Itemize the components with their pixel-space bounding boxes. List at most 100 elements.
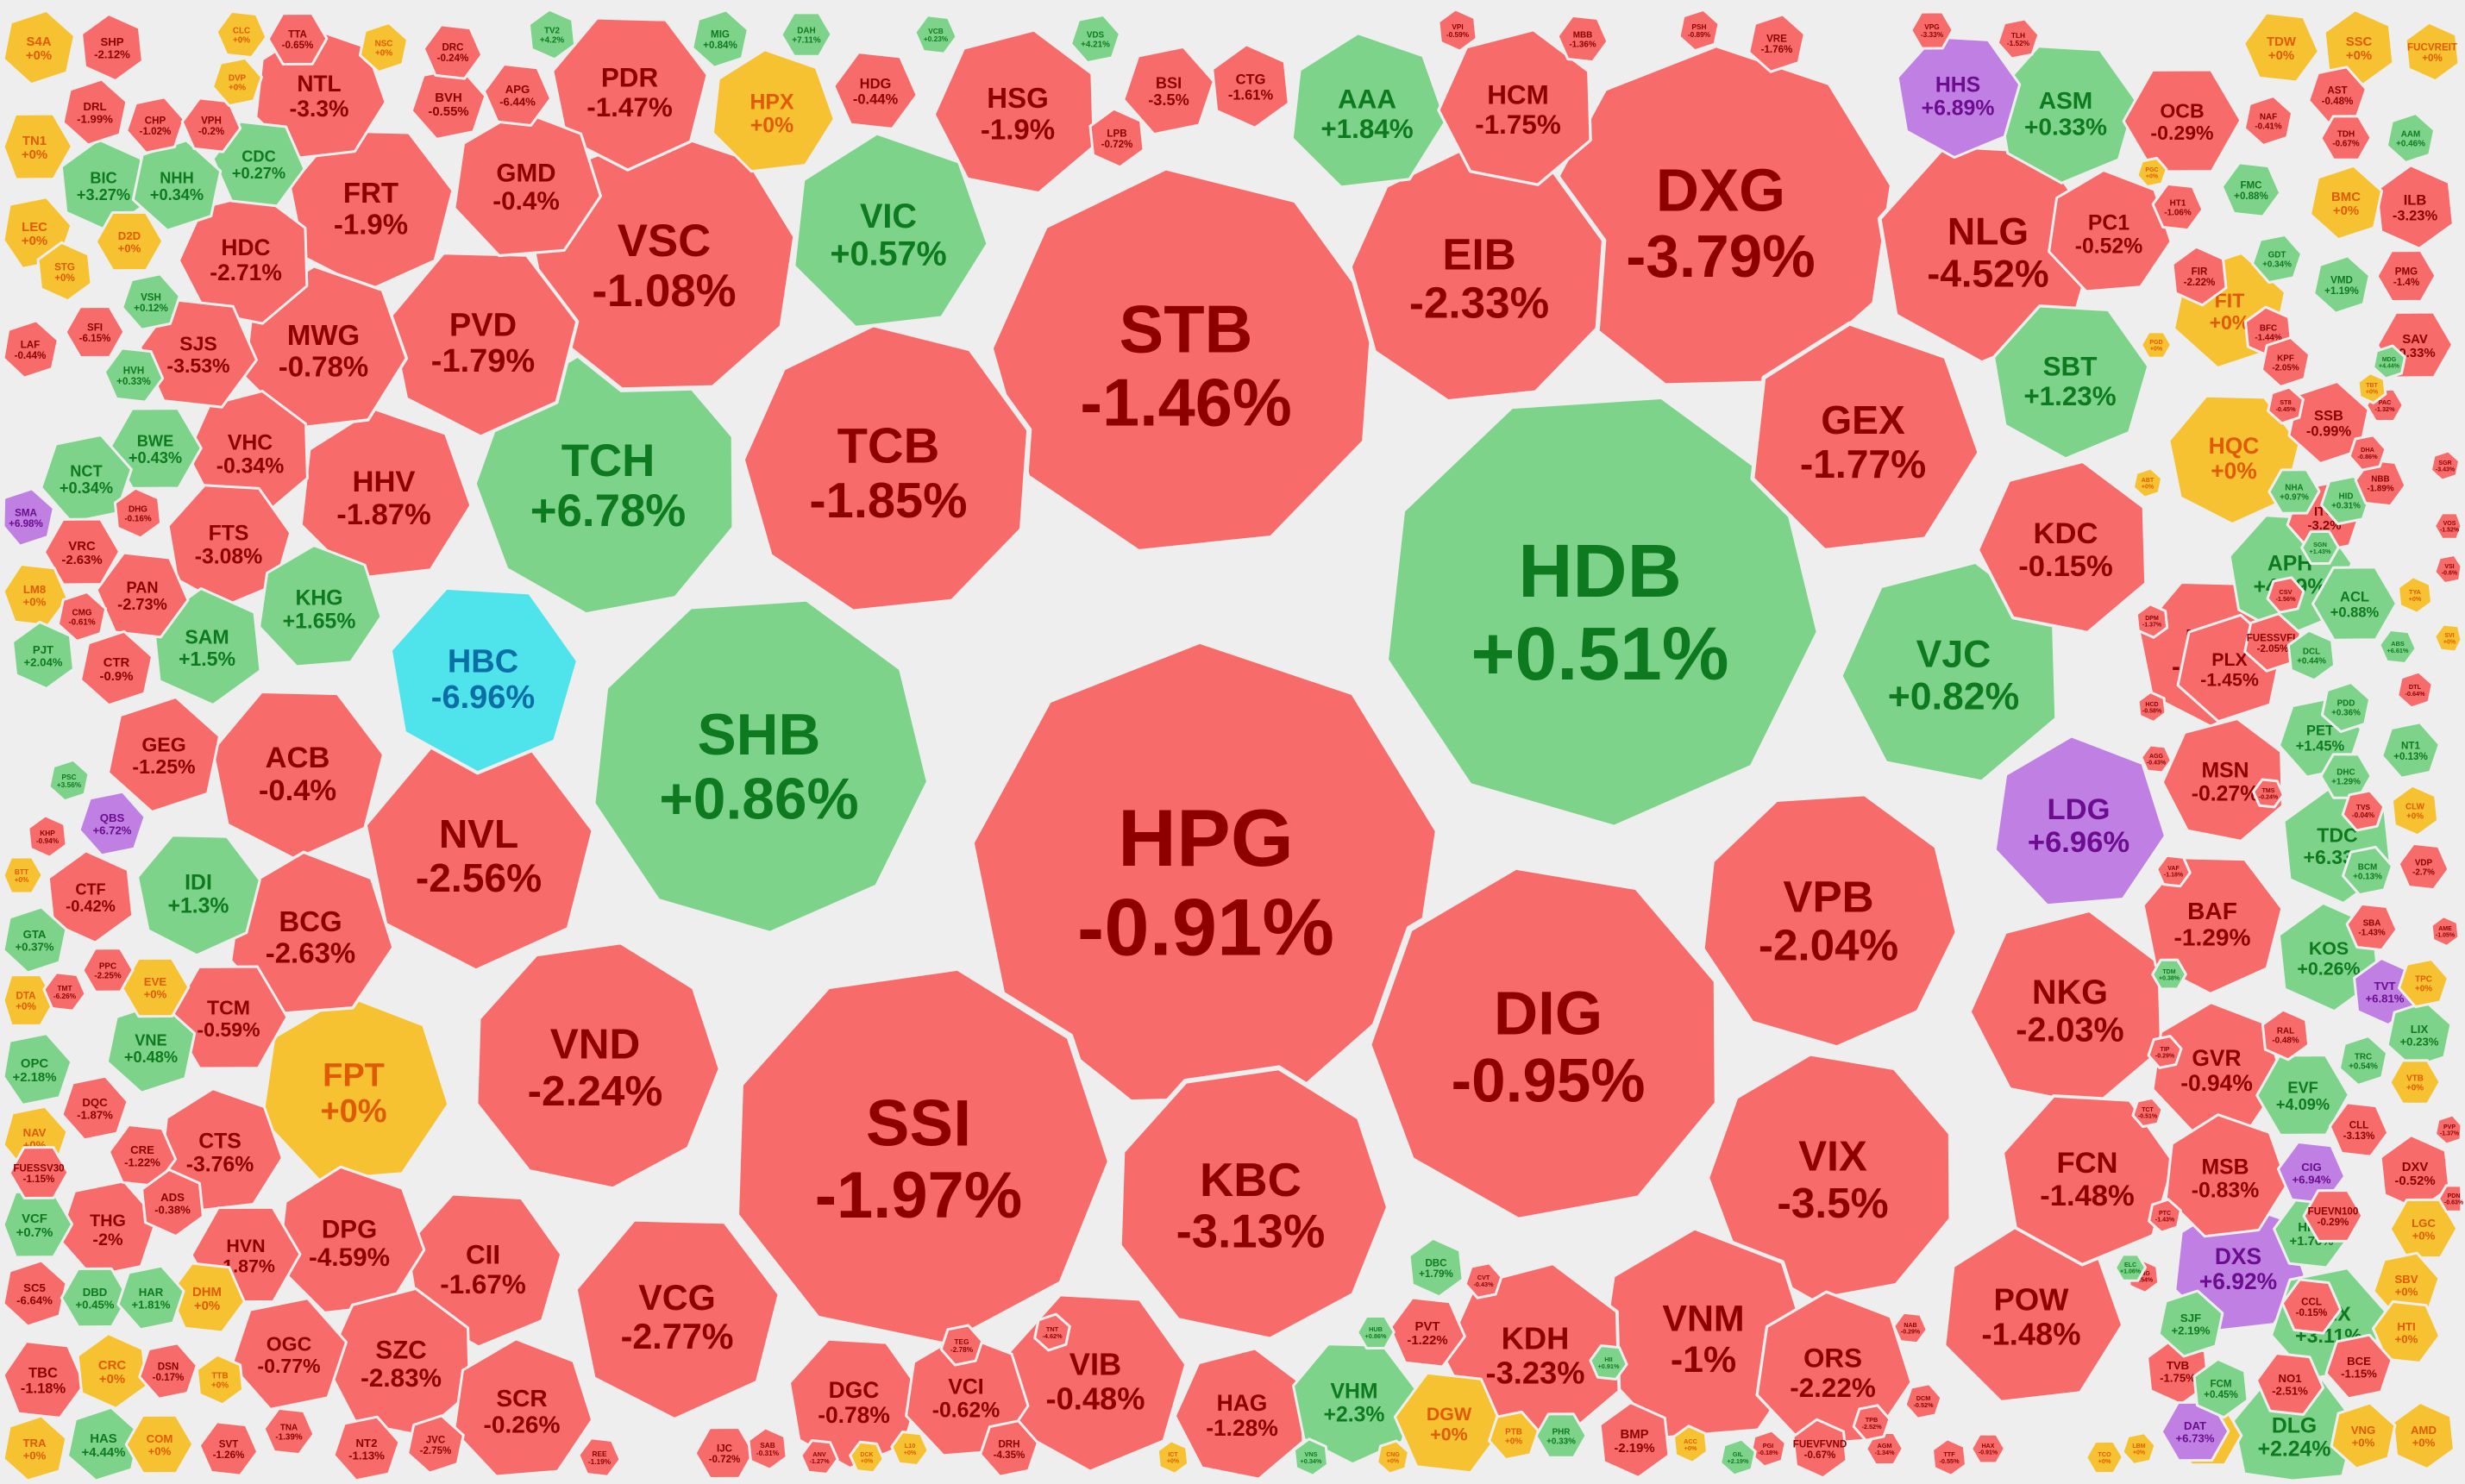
stock-cell-shape-sba[interactable] — [2345, 902, 2399, 952]
stock-cell-shape-naf[interactable] — [2242, 95, 2294, 147]
stock-cell-no1[interactable]: NO1-2.51% — [2255, 1352, 2325, 1416]
stock-cell-fuevn100[interactable]: FUEVN100-0.29% — [2302, 1189, 2364, 1243]
stock-cell-shape-bcm[interactable] — [2342, 845, 2393, 897]
stock-cell-shape-svi[interactable] — [2433, 623, 2463, 654]
stock-cell-shape-com[interactable] — [124, 1413, 195, 1475]
stock-cell-shape-tip[interactable] — [2147, 1035, 2183, 1069]
stock-cell-com[interactable]: COM+0% — [124, 1413, 195, 1475]
stock-cell-agm[interactable]: AGM-1.34% — [1865, 1431, 1904, 1467]
stock-cell-shape-bwe[interactable] — [108, 407, 203, 490]
stock-cell-shape-vsi[interactable] — [2433, 553, 2463, 585]
stock-cell-shape-hhv[interactable] — [299, 406, 474, 581]
stock-cell-dtl[interactable]: DTL-0.64% — [2396, 670, 2434, 710]
stock-cell-shape-hax[interactable] — [1970, 1432, 2006, 1465]
stock-cell-shape-cdc[interactable] — [211, 120, 306, 208]
stock-cell-pdd[interactable]: PDD+0.36% — [2320, 681, 2372, 733]
stock-cell-pdr[interactable]: PDR-1.47% — [551, 16, 709, 172]
stock-cell-hii[interactable]: HII+0.91% — [1589, 1344, 1628, 1381]
stock-cell-fts[interactable]: FTS-3.08% — [166, 484, 292, 608]
stock-cell-aaa[interactable]: AAA+1.84% — [1290, 31, 1448, 189]
stock-cell-mdg[interactable]: MDG+4.44% — [2372, 344, 2406, 380]
stock-cell-khg[interactable]: KHG+1.65% — [258, 544, 383, 668]
stock-cell-fuessvfl[interactable]: FUESSVFL-2.05% — [2243, 612, 2302, 673]
stock-cell-shape-tra[interactable] — [2, 1414, 68, 1482]
stock-cell-dat[interactable]: DAT+6.73% — [2160, 1400, 2230, 1462]
stock-cell-shape-tmt[interactable] — [42, 971, 87, 1012]
stock-cell-vrc[interactable]: VRC-2.63% — [42, 517, 122, 586]
stock-cell-shape-tct[interactable] — [2131, 1096, 2164, 1129]
stock-cell-dcm[interactable]: DCM-0.52% — [1904, 1382, 1943, 1420]
stock-cell-vdp[interactable]: VDP-2.7% — [2397, 842, 2450, 892]
stock-cell-shape-sfi[interactable] — [64, 305, 126, 359]
stock-cell-shape-vns[interactable] — [1293, 1437, 1329, 1477]
stock-cell-shape-vsh[interactable] — [121, 272, 181, 331]
stock-cell-shape-hsg[interactable] — [932, 28, 1096, 195]
stock-cell-shape-drl[interactable] — [61, 78, 129, 147]
stock-cell-shape-vds[interactable] — [1069, 13, 1121, 65]
stock-cell-lpb[interactable]: LPB-0.72% — [1088, 107, 1145, 169]
stock-cell-vic[interactable]: VIC+0.57% — [792, 131, 990, 330]
stock-cell-vng[interactable]: VNG+0% — [2330, 1401, 2397, 1470]
stock-cell-anv[interactable]: ANV-1.27% — [800, 1439, 839, 1475]
stock-cell-shape-gil[interactable] — [1719, 1437, 1757, 1477]
stock-cell-pgc[interactable]: PGC+0% — [2136, 156, 2168, 189]
stock-cell-shape-pdn[interactable] — [2437, 1184, 2463, 1213]
stock-cell-dgc[interactable]: DGC-0.78% — [787, 1337, 921, 1469]
stock-cell-pow[interactable]: POW-1.48% — [1942, 1222, 2125, 1404]
stock-cell-shape-bmc[interactable] — [2309, 164, 2383, 241]
stock-cell-clw[interactable]: CLW+0% — [2390, 784, 2440, 837]
stock-cell-ssi[interactable]: SSI-1.97% — [731, 963, 1115, 1349]
stock-cell-hdc[interactable]: HDC-2.71% — [177, 191, 309, 325]
stock-cell-shape-sbt[interactable] — [1991, 304, 2150, 460]
stock-cell-shape-btt[interactable] — [2, 855, 44, 895]
stock-cell-ptb[interactable]: PTB+0% — [1488, 1410, 1540, 1462]
stock-cell-shape-chp[interactable] — [125, 96, 185, 154]
stock-cell-shape-gdt[interactable] — [2251, 233, 2303, 285]
stock-cell-nvl[interactable]: NVL-2.56% — [362, 744, 596, 974]
stock-cell-hax[interactable]: HAX-0.91% — [1970, 1432, 2006, 1465]
stock-cell-sjf[interactable]: SJF+2.19% — [2157, 1289, 2224, 1358]
stock-cell-hpx[interactable]: HPX+0% — [711, 48, 836, 173]
stock-cell-shape-vcg[interactable] — [574, 1218, 781, 1422]
stock-cell-shape-shp[interactable] — [80, 12, 144, 83]
stock-cell-pdn[interactable]: PDN-0.63% — [2437, 1184, 2464, 1213]
stock-cell-nct[interactable]: NCT+0.34% — [40, 433, 133, 524]
stock-cell-shape-ctf[interactable] — [47, 849, 135, 944]
stock-cell-fcn[interactable]: FCN-1.48% — [2001, 1094, 2176, 1267]
stock-cell-shape-aaa[interactable] — [1290, 31, 1448, 189]
stock-cell-shape-khg[interactable] — [258, 544, 383, 668]
stock-cell-shape-ame[interactable] — [2430, 915, 2461, 948]
stock-cell-qbs[interactable]: QBS+6.72% — [78, 790, 147, 857]
stock-cell-stg[interactable]: STG+0% — [36, 241, 93, 303]
stock-cell-tra[interactable]: TRA+0% — [2, 1414, 68, 1482]
stock-cell-shape-fuessv30[interactable] — [8, 1146, 70, 1199]
stock-cell-shape-mig[interactable] — [691, 9, 750, 69]
stock-cell-eib[interactable]: EIB-2.33% — [1347, 144, 1607, 404]
stock-cell-dta[interactable]: DTA+0% — [2, 974, 57, 1027]
stock-cell-shape-bsi[interactable] — [1122, 45, 1215, 136]
stock-cell-dbd[interactable]: DBD+0.45% — [60, 1267, 130, 1329]
stock-cell-shape-ree[interactable] — [577, 1437, 622, 1478]
stock-cell-shape-sc5[interactable] — [2, 1259, 68, 1328]
stock-cell-tbt[interactable]: TBT+0% — [2356, 372, 2387, 404]
stock-cell-shape-vne[interactable] — [105, 1001, 197, 1094]
stock-cell-bvh[interactable]: BVH-0.55% — [410, 66, 487, 141]
stock-cell-stb[interactable]: STB-1.46% — [986, 163, 1379, 557]
stock-cell-shape-dpm[interactable] — [2135, 603, 2169, 639]
stock-cell-bmc[interactable]: BMC+0% — [2309, 164, 2383, 241]
stock-cell-shape-kpf[interactable] — [2260, 336, 2311, 388]
stock-cell-hub[interactable]: HUB+0.86% — [1356, 1314, 1396, 1350]
stock-cell-shape-vos[interactable] — [2433, 511, 2463, 541]
stock-cell-shape-khp[interactable] — [27, 814, 68, 859]
stock-cell-shape-vnd[interactable] — [474, 939, 724, 1192]
stock-cell-shape-pan[interactable] — [95, 551, 190, 639]
stock-cell-pgd[interactable]: PGD+0% — [2140, 330, 2173, 360]
stock-cell-hcd[interactable]: HCD-0.58% — [2136, 691, 2167, 723]
stock-cell-evf[interactable]: EVF+4.09% — [2255, 1054, 2350, 1136]
stock-cell-shb[interactable]: SHB+0.86% — [589, 595, 933, 937]
stock-cell-psh[interactable]: PSH-0.89% — [1678, 8, 1721, 53]
stock-cell-shape-no1[interactable] — [2255, 1352, 2325, 1416]
stock-cell-dbc[interactable]: DBC+1.79% — [1408, 1237, 1465, 1299]
stock-cell-shape-dcm[interactable] — [1904, 1382, 1943, 1420]
stock-cell-tms[interactable]: TMS-0.24% — [2252, 778, 2285, 809]
